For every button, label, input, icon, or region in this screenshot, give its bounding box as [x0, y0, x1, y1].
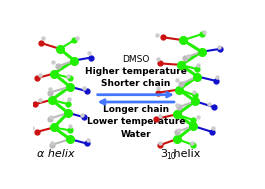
Text: helix: helix: [170, 149, 201, 160]
Text: 10: 10: [166, 152, 176, 161]
Text: Water: Water: [121, 130, 151, 139]
FancyArrowPatch shape: [98, 92, 171, 97]
Text: Lower temperature: Lower temperature: [87, 117, 185, 126]
Text: DMSO: DMSO: [122, 55, 149, 64]
Text: α helix: α helix: [37, 149, 75, 160]
Text: 3: 3: [160, 149, 167, 160]
FancyArrowPatch shape: [101, 100, 174, 104]
Text: Higher temperature: Higher temperature: [85, 67, 187, 76]
Text: Shorter chain: Shorter chain: [101, 79, 170, 88]
Text: Longer chain: Longer chain: [103, 105, 169, 114]
